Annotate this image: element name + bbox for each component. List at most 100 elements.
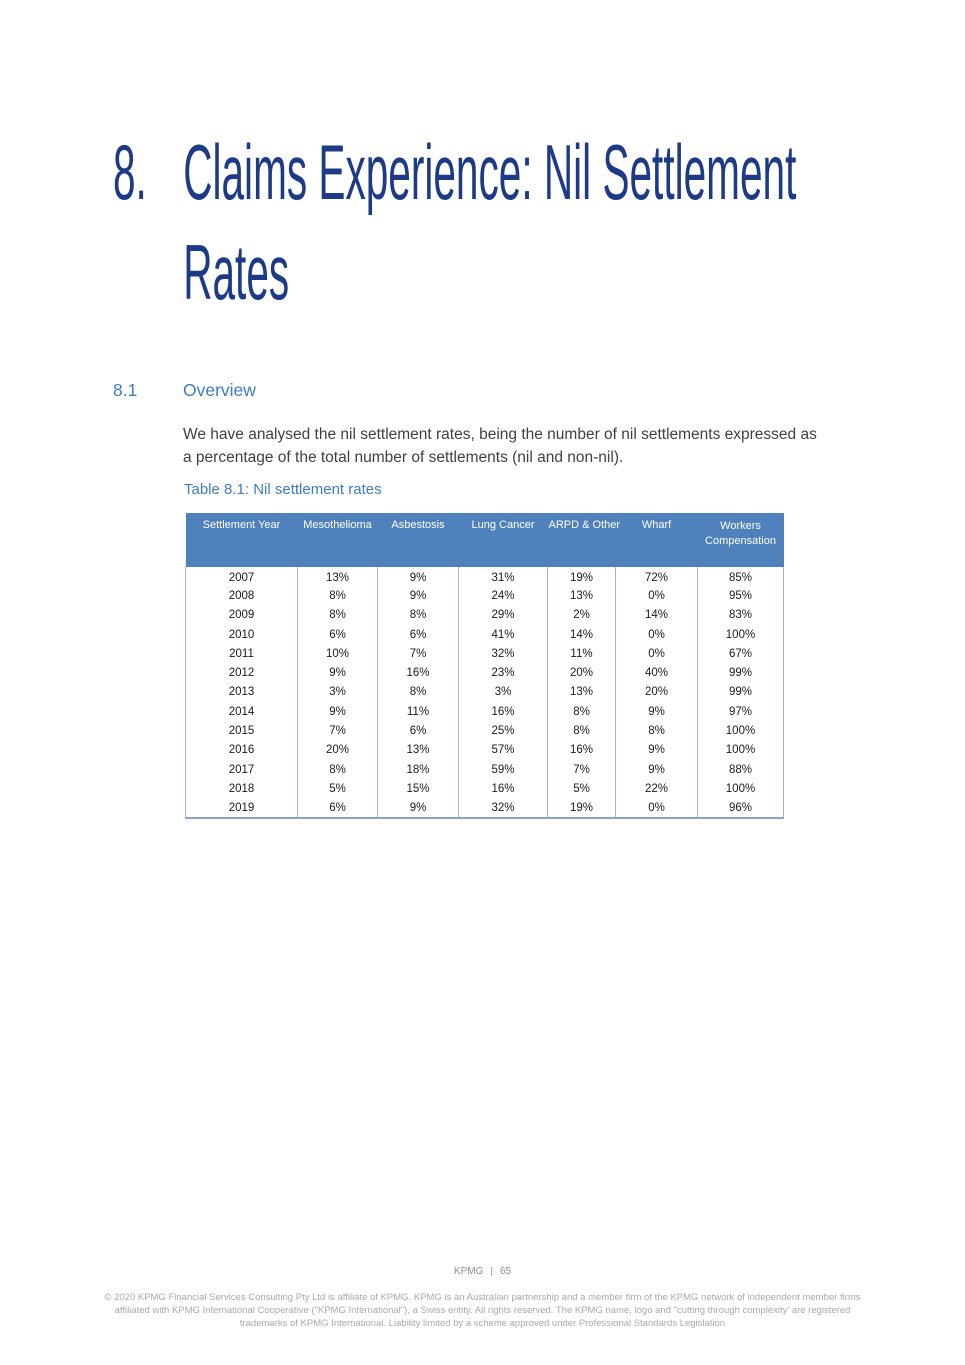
table-cell: 15% (377, 779, 459, 799)
table-row: 2018 5% 15% 16% 5% 22% 100% (185, 779, 784, 799)
table-row: 2012 9% 16% 23% 20% 40% 99% (185, 663, 784, 683)
table-cell: 2019 (185, 798, 298, 818)
table-cell: 7% (547, 759, 616, 780)
footer-legal: © 2020 KPMG Financial Services Consultin… (0, 1291, 965, 1330)
table-cell: 6% (297, 624, 378, 645)
table-column-header: Mesothelioma (297, 513, 378, 567)
body-line: a percentage of the total number of sett… (183, 449, 624, 466)
table-cell: 0% (615, 798, 698, 818)
table-cell: 3% (297, 682, 378, 703)
table-row: 2017 8% 18% 59% 7% 9% 88% (185, 759, 784, 780)
table-cell: 7% (297, 721, 378, 741)
table-row: 2015 7% 6% 25% 8% 8% 100% (185, 721, 784, 741)
table-cell: 9% (297, 702, 378, 722)
table-cell: 97% (697, 702, 784, 722)
table-cell: 2016 (185, 740, 298, 760)
table-cell: 10% (297, 644, 378, 664)
table-cell: 14% (547, 624, 616, 645)
table-cell: 14% (615, 605, 698, 625)
body-line: We have analysed the nil settlement rate… (183, 426, 817, 443)
chapter-number: 8. (113, 128, 147, 216)
table-cell: 13% (547, 586, 616, 606)
table-cell: 6% (377, 721, 459, 741)
table-cell: 24% (458, 586, 548, 606)
table-cell: 9% (615, 702, 698, 722)
table-cell: 5% (297, 779, 378, 799)
chapter-title-line-1: Claims Experience: Nil Settlement (183, 128, 797, 216)
footer-page-number: 65 (499, 1266, 512, 1277)
footer-legal-line: trademarks of KPMG International. Liabil… (239, 1318, 726, 1329)
table-cell: 2% (547, 605, 616, 625)
table-cell: 57% (458, 740, 548, 760)
table-cell: 83% (697, 605, 784, 625)
footer-brand: KPMG (453, 1266, 484, 1277)
table-row: 2009 8% 8% 29% 2% 14% 83% (185, 605, 784, 625)
table-body: 2007 13% 9% 31% 19% 72% 85% 2008 8% 9% 24% 13% 0% 95%… (185, 567, 784, 818)
table-cell: 2018 (185, 779, 298, 799)
table-cell: 23% (458, 663, 548, 683)
footer-pagemark: KPMG | 65 (0, 1266, 965, 1277)
table-cell: 85% (697, 567, 784, 587)
table-column-header: ARPD & Other (547, 513, 620, 567)
table-cell: 20% (615, 682, 698, 703)
table-column-header: Settlement Year (185, 513, 298, 567)
table-cell: 19% (547, 567, 616, 587)
body-paragraph: We have analysed the nil settlement rate… (183, 423, 883, 469)
table-cell: 0% (615, 644, 698, 664)
table-cell: 9% (297, 663, 378, 683)
chapter-title: 8. Claims Experience: Nil Settlement Rat… (113, 122, 945, 322)
table-cell: 2011 (185, 644, 298, 664)
table-column-header: Wharf (615, 513, 698, 567)
table-cell: 0% (615, 586, 698, 606)
table-cell: 59% (458, 759, 548, 780)
chapter-title-text: Claims Experience: Nil Settlement Rates (183, 122, 796, 322)
table-cell: 32% (458, 798, 548, 818)
table-cell: 8% (615, 721, 698, 741)
table-cell: 8% (547, 702, 616, 722)
footer-legal-line: affiliated with KPMG International Coope… (114, 1305, 851, 1316)
table-cell: 8% (297, 605, 378, 625)
table-cell: 13% (547, 682, 616, 703)
table-row: 2013 3% 8% 3% 13% 20% 99% (185, 682, 784, 703)
table-cell: 2013 (185, 682, 298, 703)
table-cell: 16% (458, 702, 548, 722)
table-cell: 72% (615, 567, 698, 587)
table-row: 2007 13% 9% 31% 19% 72% 85% (185, 567, 784, 587)
table-cell: 16% (547, 740, 616, 760)
table-cell: 11% (377, 702, 459, 722)
table-row: 2016 20% 13% 57% 16% 9% 100% (185, 740, 784, 760)
table-cell: 9% (377, 586, 459, 606)
table-cell: 25% (458, 721, 548, 741)
table-cell: 2007 (185, 567, 298, 587)
table-cell: 88% (697, 759, 784, 780)
nil-settlement-table: Settlement Year Mesothelioma Asbestosis Lun… (185, 513, 784, 819)
table-cell: 32% (458, 644, 548, 664)
table-cell: 100% (697, 624, 784, 645)
table-column-header: Lung Cancer (458, 513, 548, 567)
table-cell: 13% (377, 740, 459, 760)
table-cell: 99% (697, 663, 784, 683)
table-header-row: Settlement Year Mesothelioma Asbestosis Lun… (185, 513, 784, 567)
table-cell: 20% (297, 740, 378, 760)
table-cell: 13% (297, 567, 378, 587)
table-cell: 29% (458, 605, 548, 625)
table-column-header: Workers Compensation (697, 513, 784, 567)
nil-settlement-table-wrap: Settlement Year Mesothelioma Asbestosis Lun… (185, 513, 784, 819)
table-cell: 16% (458, 779, 548, 799)
table-column-header: Asbestosis (377, 513, 459, 567)
table-cell: 19% (547, 798, 616, 818)
table-cell: 3% (458, 682, 548, 703)
footer-separator: | (490, 1266, 493, 1277)
table-cell: 2008 (185, 586, 298, 606)
table-cell: 5% (547, 779, 616, 799)
table-cell: 8% (377, 605, 459, 625)
section-heading-row: 8.1 Overview (113, 380, 256, 401)
table-cell: 6% (297, 798, 378, 818)
table-cell: 95% (697, 586, 784, 606)
table-cell: 0% (615, 624, 698, 645)
table-row: 2011 10% 7% 32% 11% 0% 67% (185, 644, 784, 664)
table-row: 2014 9% 11% 16% 8% 9% 97% (185, 702, 784, 722)
table-cell: 8% (377, 682, 459, 703)
table-cell: 100% (697, 740, 784, 760)
